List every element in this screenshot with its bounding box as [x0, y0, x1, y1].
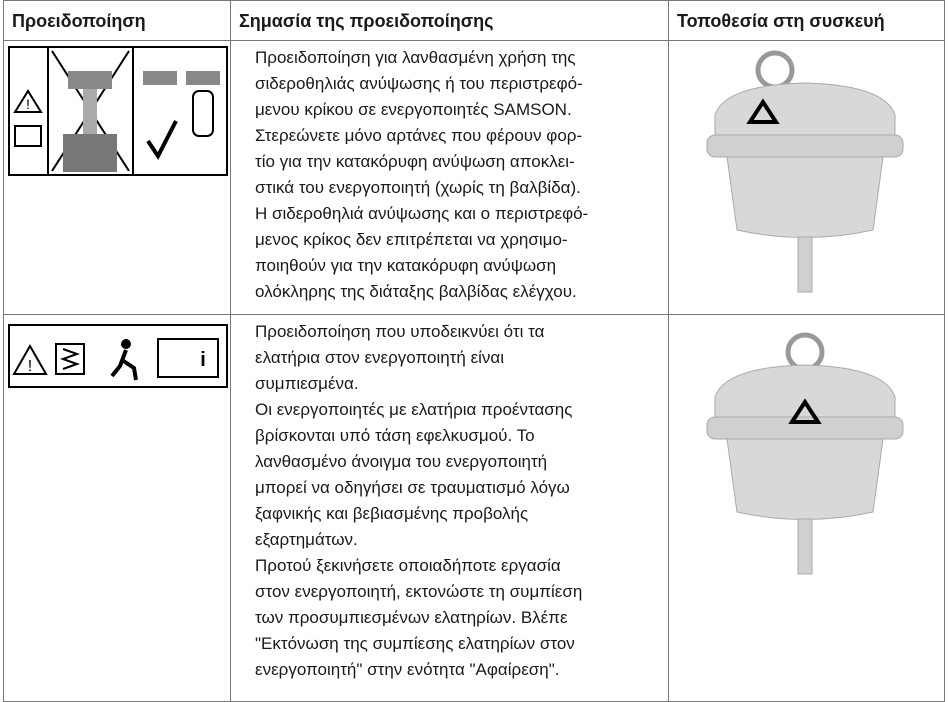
text-line: Η σιδεροθηλιά ανύψωσης και ο περιστρεφό- [255, 204, 589, 223]
text-line: λανθασμένο άνοιγμα του ενεργοποιητή [255, 452, 548, 471]
svg-text:i: i [200, 349, 206, 371]
text-line: Οι ενεργοποιητές με ελατήρια προέντασης [255, 400, 573, 419]
meaning-cell: Προειδοποίηση που υποδεικνύει ότι τα ελατ… [230, 314, 669, 702]
text-line: στικά του ενεργοποιητή (χωρίς τη βαλβίδα… [255, 178, 581, 197]
text-line: μενου κρίκου σε ενεργοποιητές SAMSON. [255, 100, 572, 119]
text-line: "Εκτόνωση της συμπίεσης ελατηρίων στον [255, 634, 575, 653]
text-line: συμπιεσμένα. [255, 374, 359, 393]
device-image [706, 50, 904, 293]
warning-icon: ! i [8, 324, 228, 388]
device-image [706, 332, 904, 575]
warning-cell: ! [3, 40, 231, 315]
text-line: ελατήρια στον ενεργοποιητή είναι [255, 348, 505, 367]
text-line: Προειδοποίηση για λανθασμένη χρήση της [255, 48, 576, 67]
text-line: Στερεώνετε μόνο αρτάνες που φέρουν φορ- [255, 126, 583, 145]
text-line: ολόκληρης της διάταξης βαλβίδας ελέγχου. [255, 282, 577, 301]
text-line: μπορεί να οδηγήσει σε τραυματισμό λόγω [255, 478, 570, 497]
text-line: Προειδοποίηση που υποδεικνύει ότι τα [255, 322, 545, 341]
text-line: εξαρτημάτων. [255, 530, 358, 549]
text-line: στον ενεργοποιητή, εκτονώστε τη συμπίεση [255, 582, 583, 601]
text-line: σιδεροθηλιάς ανύψωσης ή του περιστρεφό- [255, 74, 583, 93]
warning-cell: ! i [3, 314, 231, 702]
text-line: των προσυμπιεσμένων ελατηρίων. Βλέπε [255, 608, 568, 627]
meaning-cell: Προειδοποίηση για λανθασμένη χρήση της σι… [230, 40, 669, 315]
header-cell: Προειδοποίηση [3, 0, 231, 41]
header-cell: Τοποθεσία στη συσκευή [668, 0, 945, 41]
text-line: ξαφνικής και βεβιασμένης προβολής [255, 504, 529, 523]
warning-icon: ! [8, 46, 228, 176]
text-line: ενεργοποιητή" στην ενότητα "Αφαίρεση". [255, 660, 560, 679]
location-cell [668, 314, 945, 702]
text-line: βρίσκονται υπό τάση εφελκυσμού. Το [255, 426, 535, 445]
text-line: Προτού ξεκινήσετε οποιαδήποτε εργασία [255, 556, 561, 575]
text-line: τίο για την κατακόρυφη ανύψωση αποκλει- [255, 152, 575, 171]
text-line: μενος κρίκος δεν επιτρέπεται να χρησιμο- [255, 230, 568, 249]
location-cell [668, 40, 945, 315]
svg-text:!: ! [26, 96, 30, 112]
svg-text:!: ! [28, 358, 32, 375]
header-cell: Σημασία της προειδοποίησης [230, 0, 669, 41]
text-line: ποιηθούν για την κατακόρυφη ανύψωση [255, 256, 557, 275]
